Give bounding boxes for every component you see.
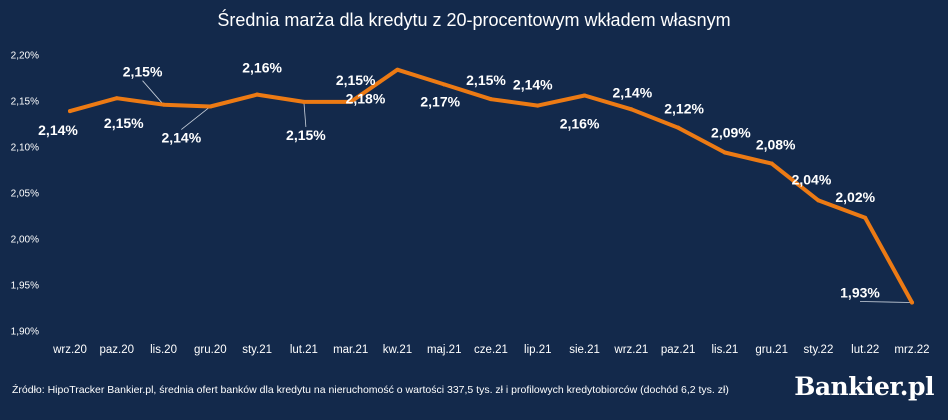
data-label: 2,15% <box>336 72 376 88</box>
y-axis: 1,90% 1,95% 2,00% 2,05% 2,10% 2,15% 2,20% <box>11 51 39 338</box>
x-tick-label: gru.20 <box>194 344 227 356</box>
x-tick-label: wrz.21 <box>613 344 648 356</box>
x-tick-label: lis.21 <box>711 344 738 356</box>
x-tick-label: gru.21 <box>755 344 788 356</box>
y-tick-label: 1,90% <box>11 327 39 338</box>
x-tick-label: wrz.20 <box>52 344 87 356</box>
data-label: 2,14% <box>161 130 201 146</box>
data-point <box>629 107 634 112</box>
data-point <box>348 99 353 104</box>
x-tick-label: paz.21 <box>661 344 696 356</box>
leader-line <box>142 80 164 105</box>
data-label: 2,15% <box>466 72 506 88</box>
data-point <box>208 104 213 109</box>
data-point <box>722 150 727 155</box>
chart-title: Średnia marża dla kredytu z 20-procentow… <box>217 9 730 30</box>
data-label: 2,04% <box>792 171 832 187</box>
series-line <box>68 67 914 305</box>
source-note: Źródło: HipoTracker Bankier.pl, średnia … <box>12 384 729 396</box>
y-tick-label: 2,20% <box>11 51 39 62</box>
y-tick-label: 2,10% <box>11 143 39 154</box>
data-point <box>68 109 72 114</box>
data-label: 1,93% <box>840 284 880 300</box>
data-labels: 2,14% 2,15% 2,15% 2,14% 2,16% 2,15% 2,15% 2,18%… <box>38 60 880 301</box>
y-tick-label: 2,15% <box>11 97 39 108</box>
data-label: 2,08% <box>756 137 796 153</box>
x-tick-label: mar.21 <box>333 344 368 356</box>
x-tick-label: lis.20 <box>150 344 177 356</box>
x-tick-label: maj.21 <box>427 344 462 356</box>
leader-line <box>303 101 307 127</box>
data-point <box>114 96 119 101</box>
y-tick-label: 1,95% <box>11 281 39 292</box>
data-label: 2,15% <box>104 115 144 131</box>
data-label: 2,14% <box>513 77 553 93</box>
x-tick-label: sty.21 <box>242 344 272 356</box>
data-point <box>769 161 774 166</box>
data-point <box>301 99 306 104</box>
x-tick-label: lip.21 <box>524 344 552 356</box>
data-label: 2,12% <box>664 101 704 117</box>
data-point <box>489 97 493 102</box>
data-point <box>442 82 447 87</box>
data-point <box>255 92 260 97</box>
data-point <box>910 300 914 305</box>
data-label: 2,16% <box>242 60 282 76</box>
data-point <box>863 215 868 220</box>
data-point <box>161 102 166 107</box>
data-point <box>582 93 587 98</box>
data-label: 2,18% <box>346 91 386 107</box>
x-tick-label: mrz.22 <box>894 344 929 356</box>
x-tick-label: sie.21 <box>569 344 600 356</box>
data-label: 2,15% <box>286 127 326 143</box>
x-tick-label: kw.21 <box>383 344 412 356</box>
y-tick-label: 2,05% <box>11 189 39 200</box>
data-label: 2,17% <box>420 93 460 109</box>
x-tick-label: lut.21 <box>290 344 318 356</box>
data-point <box>816 198 821 203</box>
x-axis: wrz.20 paz.20 lis.20 gru.20 sty.21 lut.21 mar.… <box>52 344 930 356</box>
data-label: 2,02% <box>835 189 875 205</box>
data-label: 2,14% <box>38 122 78 138</box>
y-tick-label: 2,00% <box>11 235 39 246</box>
leader-line <box>859 301 913 303</box>
x-tick-label: cze.21 <box>474 344 508 356</box>
data-label: 2,16% <box>560 115 600 131</box>
x-tick-label: paz.20 <box>100 344 135 356</box>
data-label: 2,14% <box>612 84 652 100</box>
brand-logo: Bankier.pl <box>794 372 934 401</box>
data-point <box>535 103 540 108</box>
x-tick-label: sty.22 <box>804 344 834 356</box>
data-label: 2,09% <box>711 125 751 141</box>
leader-line <box>181 106 211 130</box>
series-layer <box>68 67 914 305</box>
data-point <box>395 67 400 72</box>
data-point <box>676 125 681 130</box>
x-tick-label: lut.22 <box>851 344 879 356</box>
data-label: 2,15% <box>123 64 163 80</box>
